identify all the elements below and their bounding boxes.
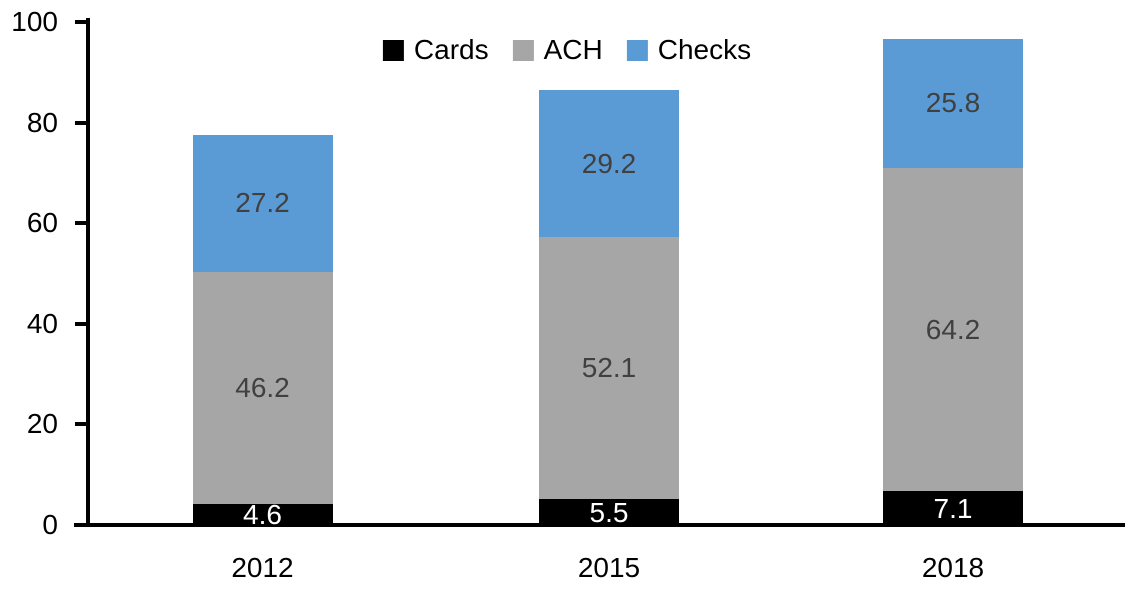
legend-item-cards: Cards — [382, 34, 489, 65]
x-tick-label-2018: 2018 — [921, 552, 985, 583]
y-tick — [75, 422, 88, 427]
segment-value-label: 52.1 — [581, 352, 637, 384]
y-tick — [75, 221, 88, 226]
y-axis — [86, 18, 90, 527]
segment-value-label: 64.2 — [925, 313, 981, 345]
y-tick — [75, 321, 88, 326]
legend-swatch-icon-ach — [512, 39, 534, 61]
bar-2015: 5.5 52.1 29.2 — [539, 90, 679, 527]
bar-2018: 7.1 64.2 25.8 — [883, 38, 1023, 527]
legend-item-ach: ACH — [512, 34, 603, 65]
legend-swatch-icon-cards — [382, 39, 404, 61]
legend-label-checks: Checks — [657, 34, 752, 65]
y-tick-label: 100 — [11, 6, 58, 37]
bar-segment-ach-2012: 46.2 — [192, 271, 333, 504]
bar-segment-ach-2018: 64.2 — [883, 168, 1023, 492]
legend-item-checks: Checks — [626, 34, 752, 65]
y-tick-label: 20 — [26, 408, 58, 440]
x-tick-label-2015: 2015 — [577, 552, 641, 583]
legend-swatch-icon-checks — [626, 39, 648, 61]
y-tick-label: 0 — [42, 509, 58, 540]
y-tick-label: 40 — [26, 307, 58, 339]
segment-value-label: 7.1 — [933, 493, 973, 525]
segment-value-label: 29.2 — [581, 147, 637, 179]
legend: Cards ACH Checks — [382, 34, 752, 65]
segment-value-label: 25.8 — [925, 87, 981, 119]
y-tick — [75, 523, 88, 527]
segment-value-label: 5.5 — [589, 497, 629, 529]
bar-segment-checks-2012: 27.2 — [192, 134, 333, 272]
segment-value-label: 27.2 — [235, 187, 290, 219]
bar-segment-cards-2015: 5.5 — [539, 499, 679, 527]
y-tick — [75, 120, 88, 125]
bar-segment-checks-2018: 25.8 — [883, 38, 1023, 169]
segment-value-label: 4.6 — [243, 499, 282, 531]
y-tick — [75, 20, 88, 24]
bar-segment-cards-2018: 7.1 — [883, 491, 1023, 527]
segment-value-label: 46.2 — [235, 371, 290, 403]
bar-2012: 4.6 46.2 27.2 — [192, 134, 333, 531]
bar-segment-checks-2015: 29.2 — [539, 90, 679, 238]
legend-label-ach: ACH — [543, 34, 603, 65]
y-tick-label: 80 — [26, 106, 58, 138]
x-tick-label-2012: 2012 — [231, 552, 294, 583]
legend-label-cards: Cards — [413, 34, 489, 65]
bar-segment-cards-2012: 4.6 — [192, 499, 333, 531]
y-tick-label: 60 — [26, 207, 58, 239]
bar-segment-ach-2015: 52.1 — [539, 237, 679, 500]
